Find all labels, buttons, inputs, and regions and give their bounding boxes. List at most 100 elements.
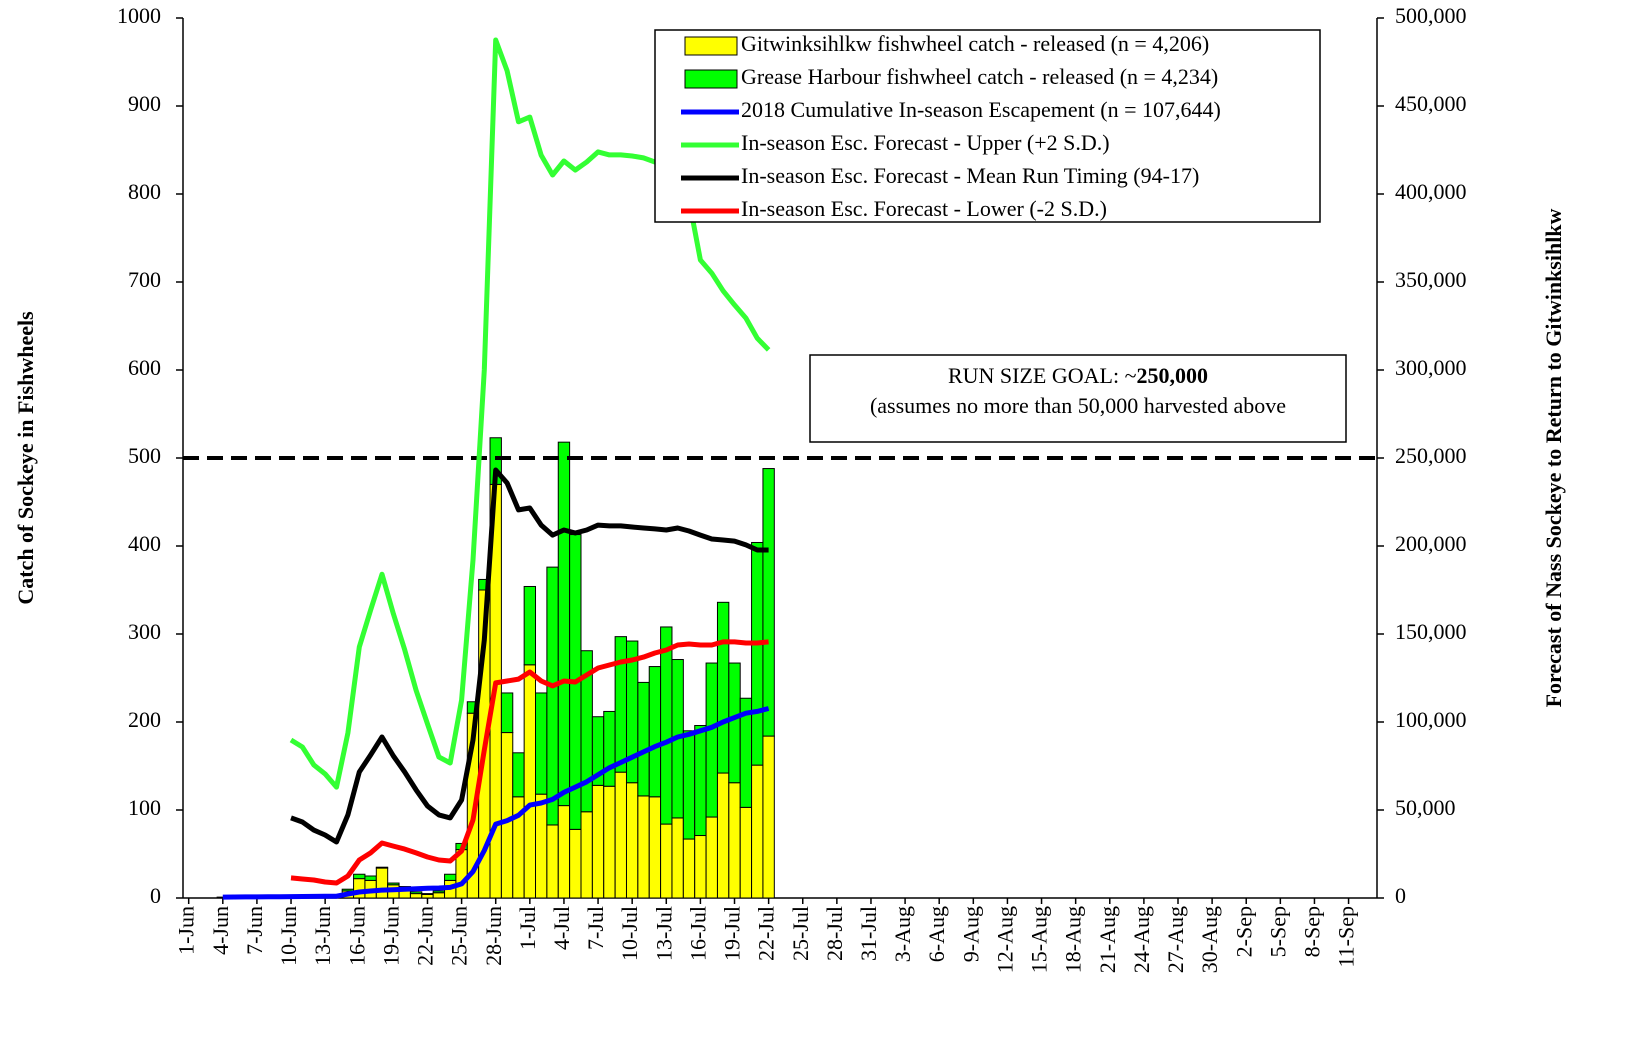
- bar: [535, 692, 548, 795]
- legend-swatch: [684, 36, 738, 56]
- x-tick-label: 24-Aug: [1129, 906, 1154, 973]
- x-tick-label: 25-Jun: [447, 906, 472, 966]
- y-tick-label: 1000: [117, 3, 161, 28]
- bar: [705, 816, 718, 899]
- legend-label: In-season Esc. Forecast - Upper (+2 S.D.…: [741, 130, 1110, 155]
- bar: [762, 468, 775, 737]
- bar: [762, 735, 775, 899]
- bar: [751, 764, 764, 899]
- bar: [728, 782, 741, 899]
- bar: [614, 771, 627, 899]
- y-tick-label: 700: [128, 267, 161, 292]
- x-tick-label: 21-Aug: [1095, 906, 1120, 973]
- line-series: [222, 706, 770, 900]
- y2-tick-label: 50,000: [1395, 795, 1456, 820]
- x-tick-label: 4-Jun: [208, 906, 233, 955]
- bar: [728, 662, 741, 784]
- y-tick-label: 600: [128, 355, 161, 380]
- bar: [535, 793, 548, 899]
- bar: [557, 805, 571, 899]
- y-tick-label: 0: [150, 883, 161, 908]
- y-axis-label: Catch of Sockeye in Fishwheels: [13, 311, 38, 605]
- bar: [421, 893, 434, 899]
- x-tick-label: 25-Jul: [788, 906, 813, 961]
- bar: [341, 888, 355, 892]
- x-tick-label: 7-Jun: [242, 906, 267, 955]
- x-tick-label: 16-Jun: [344, 906, 369, 966]
- bar: [716, 772, 730, 899]
- x-tick-label: 13-Jun: [310, 906, 335, 966]
- bar: [739, 806, 753, 899]
- bar: [625, 782, 639, 899]
- line-series: [290, 467, 769, 845]
- bar: [421, 893, 434, 895]
- x-tick-label: 1-Jul: [515, 906, 540, 950]
- x-tick-label: 15-Aug: [1027, 906, 1052, 973]
- bar: [637, 681, 650, 797]
- y2-tick-label: 450,000: [1395, 91, 1467, 116]
- x-tick-label: 6-Aug: [924, 906, 949, 962]
- x-tick-label: 8-Sep: [1300, 906, 1325, 957]
- bar: [432, 890, 446, 894]
- legend-label: In-season Esc. Forecast - Mean Run Timin…: [741, 163, 1199, 188]
- x-tick-label: 11-Sep: [1334, 906, 1359, 968]
- bar: [557, 441, 571, 807]
- legend-label: In-season Esc. Forecast - Lower (-2 S.D.…: [741, 196, 1107, 221]
- x-tick-label: 16-Jul: [685, 906, 710, 961]
- bar: [614, 636, 627, 773]
- bar: [660, 823, 673, 899]
- bar: [648, 666, 662, 798]
- bar: [580, 811, 593, 899]
- x-tick-label: 22-Jun: [413, 906, 438, 966]
- bar: [694, 835, 707, 899]
- x-tick-label: 18-Aug: [1061, 906, 1086, 973]
- y2-tick-label: 250,000: [1395, 443, 1467, 468]
- x-tick-label: 7-Jul: [583, 906, 608, 950]
- y-tick-label: 200: [128, 707, 161, 732]
- bar: [409, 893, 423, 899]
- x-tick-label: 1-Jun: [174, 906, 199, 955]
- x-tick-label: 27-Aug: [1163, 906, 1188, 973]
- bar: [569, 828, 582, 899]
- bar: [694, 725, 707, 837]
- y2-tick-label: 400,000: [1395, 179, 1467, 204]
- legend-label: Gitwinksihlkw fishwheel catch - released…: [741, 31, 1209, 56]
- x-tick-label: 3-Aug: [890, 906, 915, 962]
- y-tick-label: 500: [128, 443, 161, 468]
- legend-box: [654, 29, 1321, 223]
- legend-label: 2018 Cumulative In-season Escapement (n …: [741, 97, 1221, 122]
- bar: [660, 626, 673, 825]
- y-tick-label: 100: [128, 795, 161, 820]
- x-tick-label: 28-Jun: [481, 906, 506, 966]
- bar: [364, 875, 377, 881]
- bar: [375, 866, 389, 869]
- annotation-label: RUN SIZE GOAL: ~: [948, 363, 1137, 388]
- bar: [603, 785, 616, 899]
- y2-tick-label: 200,000: [1395, 531, 1467, 556]
- bar: [682, 838, 696, 899]
- bar: [500, 692, 514, 734]
- x-tick-label: 30-Aug: [1197, 906, 1222, 973]
- x-tick-label: 10-Jun: [276, 906, 301, 966]
- x-tick-label: 31-Jul: [856, 906, 881, 961]
- bar: [432, 892, 446, 899]
- bar: [671, 817, 684, 899]
- bar: [523, 664, 537, 899]
- bar: [375, 867, 389, 899]
- bar: [705, 662, 718, 818]
- x-tick-label: 19-Jun: [378, 906, 403, 966]
- annotation-box: [809, 354, 1347, 443]
- x-tick-label: 22-Jul: [754, 906, 779, 961]
- bar: [751, 541, 764, 766]
- y2-tick-label: 100,000: [1395, 707, 1467, 732]
- bar: [546, 824, 559, 899]
- bar: [603, 710, 616, 787]
- legend-swatch: [684, 69, 738, 89]
- bar: [591, 784, 605, 899]
- y2-tick-label: 300,000: [1395, 355, 1467, 380]
- y2-tick-label: 350,000: [1395, 267, 1467, 292]
- bar: [523, 585, 537, 666]
- x-tick-label: 28-Jul: [822, 906, 847, 961]
- x-tick-label: 5-Sep: [1265, 906, 1290, 957]
